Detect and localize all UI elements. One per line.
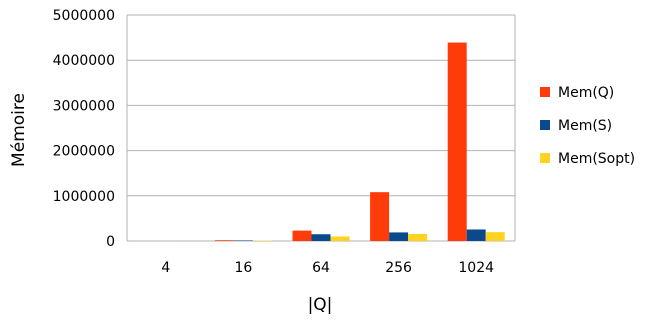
y-tick-label: 0 <box>106 234 115 250</box>
y-tick-label: 4000000 <box>53 53 115 69</box>
bar-mem-q-64 <box>292 230 312 241</box>
x-tick-label: 256 <box>385 260 412 276</box>
y-tick-label: 5000000 <box>53 8 115 24</box>
legend: Mem(Q) Mem(S) Mem(Sopt) <box>540 85 635 167</box>
bar-mem-q-256 <box>370 192 390 241</box>
bar-mem-sopt-1024 <box>485 232 505 241</box>
x-tick-label: 16 <box>234 260 252 276</box>
x-tick-label: 64 <box>312 260 330 276</box>
bars <box>137 42 505 242</box>
x-tick-label: 4 <box>161 260 170 276</box>
bar-mem-s-16 <box>233 240 253 241</box>
gridlines <box>126 14 516 242</box>
y-tick-label: 3000000 <box>53 98 115 114</box>
bar-mem-sopt-256 <box>408 233 428 241</box>
y-tick-label: 2000000 <box>53 144 115 160</box>
bar-mem-q-16 <box>214 240 234 241</box>
x-tick-label: 1024 <box>458 260 494 276</box>
bar-mem-q-1024 <box>447 42 467 242</box>
y-axis-title: Mémoire <box>9 93 29 167</box>
legend-swatch <box>540 153 550 163</box>
legend-label: Mem(S) <box>558 118 612 134</box>
y-tick-label: 1000000 <box>53 189 115 205</box>
bar-mem-s-1024 <box>466 229 486 241</box>
x-axis-title: |Q| <box>308 295 333 315</box>
bar-mem-s-256 <box>389 232 409 241</box>
bar-mem-s-64 <box>311 234 331 241</box>
legend-swatch <box>540 120 550 130</box>
bar-mem-sopt-64 <box>330 236 350 241</box>
legend-label: Mem(Q) <box>558 85 614 101</box>
legend-label: Mem(Sopt) <box>558 151 635 167</box>
legend-swatch <box>540 87 550 97</box>
y-tick-labels: 0 1000000 2000000 3000000 4000000 5000000 <box>53 8 115 250</box>
x-tick-labels: 4 16 64 256 1024 <box>161 260 494 276</box>
